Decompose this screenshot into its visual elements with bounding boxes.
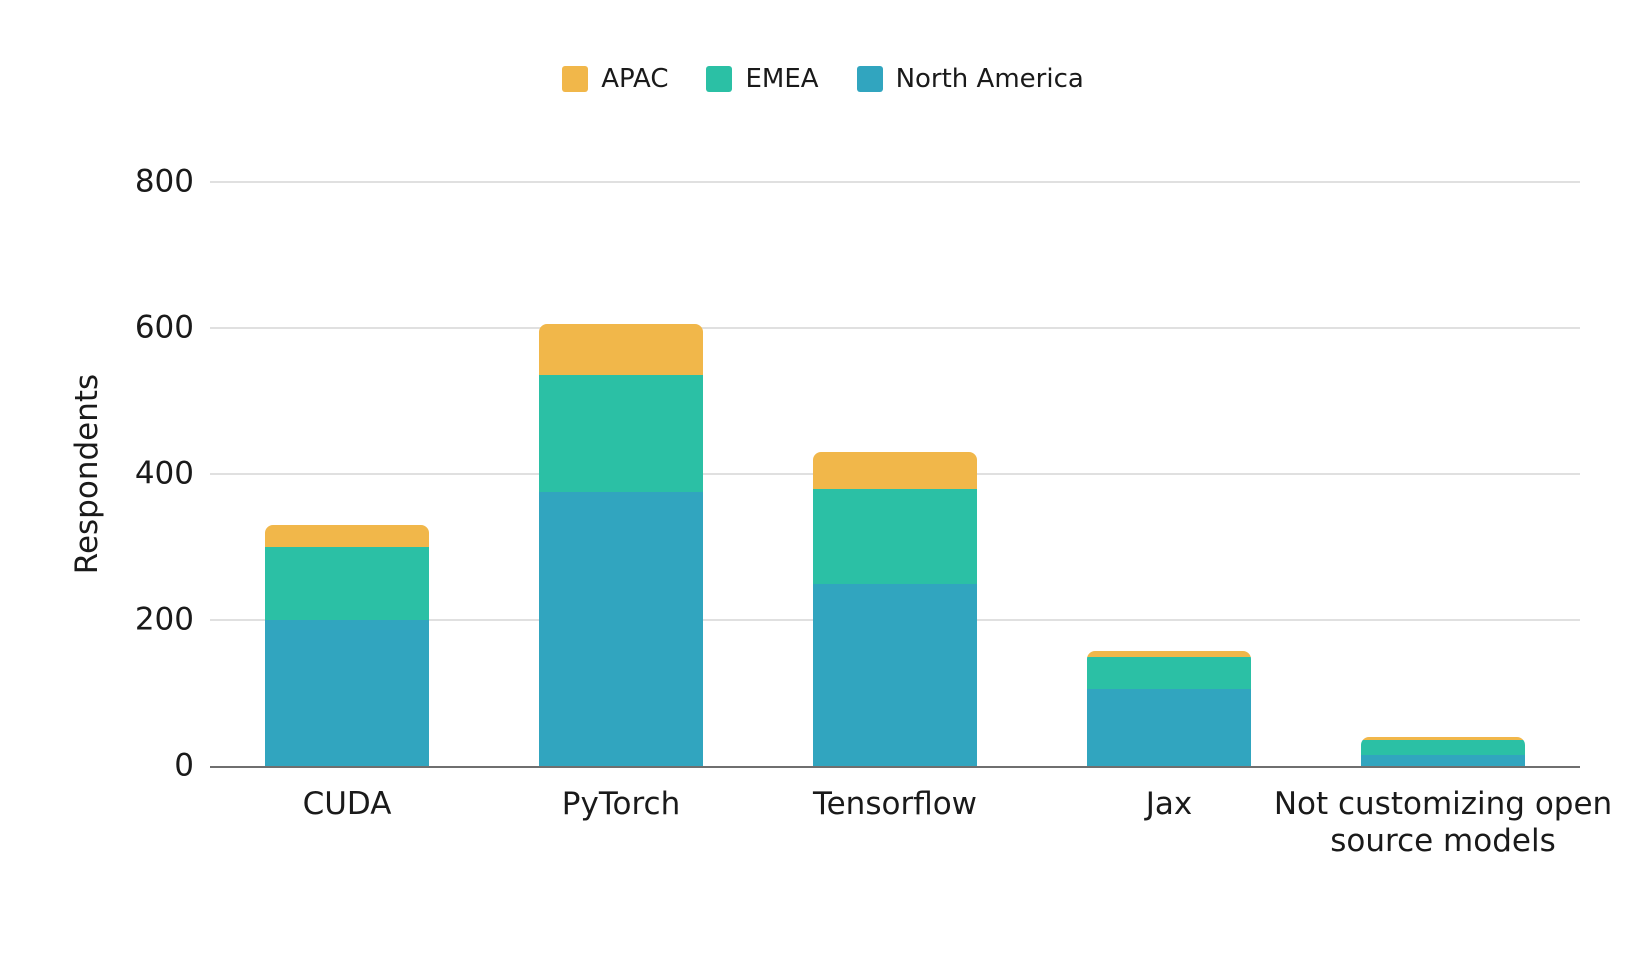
legend-swatch-apac — [562, 66, 589, 92]
bar-segment-apac-pytorch — [539, 324, 703, 376]
bar-segment-north-america-not-customizing-open-source-models — [1361, 755, 1525, 766]
x-axis-label-cuda: CUDA — [302, 786, 392, 822]
bar-segment-emea-pytorch — [539, 375, 703, 493]
bar-segment-north-america-cuda — [265, 620, 429, 766]
bar-cuda — [265, 525, 429, 766]
bar-segment-north-america-pytorch — [539, 492, 703, 766]
y-tick-label: 200 — [134, 601, 194, 638]
bar-slot-jax — [1032, 182, 1306, 766]
legend-item-apac: APAC — [562, 66, 668, 92]
legend-label: APAC — [601, 64, 669, 94]
x-axis-label-pytorch: PyTorch — [561, 786, 681, 822]
bar-segment-north-america-tensorflow — [813, 583, 977, 766]
legend-item-emea: EMEA — [706, 64, 819, 94]
bar-slot-not-customizing-open-source-models — [1306, 182, 1580, 766]
y-tick-label: 0 — [174, 747, 194, 784]
bar-segment-emea-jax — [1087, 656, 1251, 690]
bar-segment-emea-cuda — [265, 547, 429, 620]
x-axis-label-jax: Jax — [1145, 786, 1193, 822]
bar-tensorflow — [813, 452, 977, 766]
bar-pytorch — [539, 324, 703, 766]
bar-not-customizing-open-source-models — [1361, 736, 1525, 766]
bar-segment-emea-tensorflow — [813, 488, 977, 584]
bar-jax — [1087, 651, 1251, 766]
legend: APAC EMEA North America — [0, 66, 1646, 92]
bar-segment-apac-tensorflow — [813, 452, 977, 489]
legend-label: North America — [895, 64, 1084, 94]
bar-segment-north-america-jax — [1087, 689, 1251, 766]
y-tick-label: 600 — [134, 309, 194, 346]
y-tick-label: 800 — [134, 163, 194, 200]
gridline-600 — [210, 327, 1580, 329]
y-tick-label: 400 — [134, 455, 194, 492]
gridline-800 — [210, 181, 1580, 183]
legend-label: EMEA — [745, 64, 819, 94]
bar-segment-emea-not-customizing-open-source-models — [1361, 740, 1525, 756]
plot-area: 0 200 400 600 800 — [135, 166, 1580, 781]
bar-slot-tensorflow — [758, 182, 1032, 766]
y-axis-title: Respondents — [69, 373, 105, 575]
bar-slot-pytorch — [484, 182, 758, 766]
x-axis-label-tensorflow: Tensorflow — [812, 786, 978, 822]
x-axis-line — [210, 766, 1580, 768]
legend-swatch-north-america — [856, 66, 883, 92]
x-axis-label-not-customizing-open-source-models: Not customizing open source models — [1273, 786, 1613, 860]
bar-segment-apac-cuda — [265, 525, 429, 547]
bar-slot-cuda — [210, 182, 484, 766]
bar-segment-apac-jax — [1087, 651, 1251, 657]
bar-segment-apac-not-customizing-open-source-models — [1361, 736, 1525, 741]
legend-item-north-america: North America — [856, 64, 1084, 94]
legend-swatch-emea — [706, 66, 733, 92]
